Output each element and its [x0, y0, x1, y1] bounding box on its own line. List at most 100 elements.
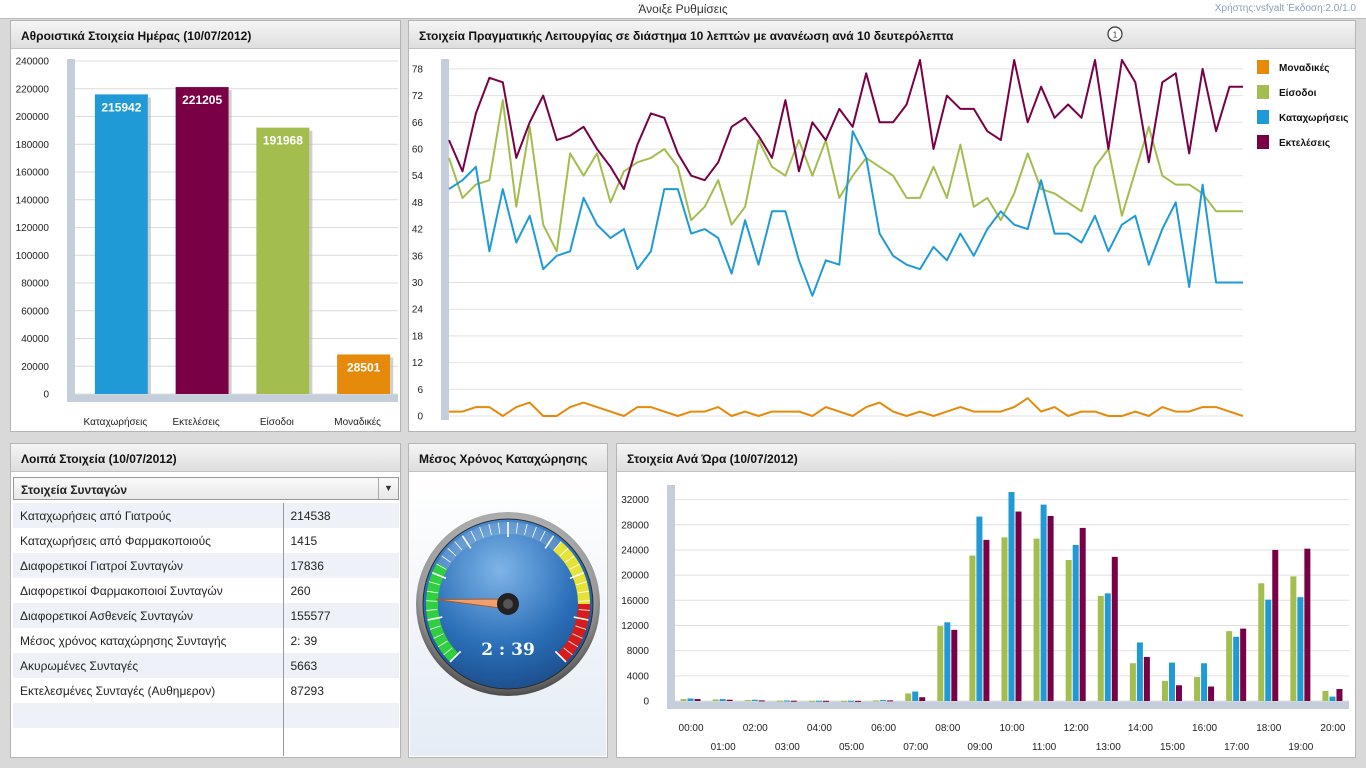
stat-value: 260 — [283, 578, 399, 603]
gauge-tick — [575, 625, 587, 630]
bar-2 — [175, 87, 229, 394]
bar-Εκτελέσεις-13:00 — [1111, 556, 1118, 701]
gauge-tick — [515, 522, 519, 534]
bar-Καταχωρήσεις-08:00 — [944, 622, 951, 701]
y-tick-label: 200000 — [16, 112, 50, 123]
gauge-tick — [436, 563, 447, 570]
x-tick-label: 03:00 — [775, 742, 800, 753]
gauge-tick — [532, 526, 537, 538]
bar-Είσοδοι-16:00 — [1194, 677, 1201, 701]
x-tick-label: 13:00 — [1096, 742, 1121, 753]
table-row: Ακυρωμένες Συνταγές 5663 — [13, 653, 399, 678]
bar-Εκτελέσεις-15:00 — [1175, 685, 1182, 701]
stat-value: 2: 39 — [283, 628, 399, 653]
bar-3 — [256, 127, 310, 394]
realtime-panel: Στοιχεία Πραγματικής Λειτουργίας σε διάσ… — [408, 20, 1356, 432]
gauge-tick — [565, 555, 575, 563]
x-tick-label: 09:00 — [967, 742, 992, 753]
bar-Εκτελέσεις-10:00 — [1015, 511, 1022, 701]
bar-Καταχωρήσεις-13:00 — [1104, 593, 1111, 701]
gauge-tick — [553, 541, 562, 551]
gauge-tick — [441, 555, 451, 563]
gauge-tick — [576, 581, 588, 586]
y-tick-label: 0 — [417, 412, 423, 423]
bar-Εκτελέσεις-09:00 — [983, 539, 990, 701]
x-tick-label: 12:00 — [1064, 723, 1089, 734]
y-tick-label: 180000 — [16, 140, 50, 151]
bar-Καταχωρήσεις-03:00 — [783, 700, 790, 702]
legend-swatch — [1257, 135, 1269, 149]
y-tick-label: 20000 — [21, 362, 49, 373]
bar-1 — [94, 94, 148, 394]
stat-label: Διαφορετικοί Γιατροί Συνταγών — [13, 553, 284, 578]
bar-Είσοδοι-03:00 — [776, 700, 783, 702]
bar-Είσοδοι-15:00 — [1161, 680, 1168, 701]
bar-shadow — [309, 130, 313, 394]
table-row: Καταχωρήσεις από Φαρμακοποιούς 1415 — [13, 528, 399, 553]
y-tick-label: 60 — [412, 145, 424, 156]
axis-wall — [67, 59, 75, 402]
x-tick-label: 00:00 — [679, 723, 704, 734]
bar-Εκτελέσεις-07:00 — [919, 697, 926, 701]
clock-info-icon[interactable]: 1 — [1106, 25, 1124, 43]
stat-value: 5663 — [283, 653, 399, 678]
gauge-hub-center — [503, 599, 513, 609]
y-tick-label: 0 — [43, 390, 49, 401]
table-row: Διαφορετικοί Γιατροί Συνταγών 17836 — [13, 553, 399, 578]
bar-Εκτελέσεις-18:00 — [1272, 549, 1279, 701]
bar-Εκτελέσεις-11:00 — [1047, 515, 1054, 701]
bar-Εκτελέσεις-08:00 — [951, 629, 958, 701]
x-category-label: Μοναδικές — [334, 416, 381, 428]
stat-label: Ακυρωμένες Συνταγές — [13, 653, 284, 678]
bar-Είσοδοι-04:00 — [808, 700, 815, 702]
y-tick-label: 12000 — [621, 621, 649, 632]
y-tick-label: 40000 — [21, 334, 49, 345]
bar-Εκτελέσεις-06:00 — [887, 700, 894, 702]
bar-Είσοδοι-14:00 — [1129, 663, 1136, 701]
gauge-tick — [447, 548, 457, 557]
bar-Εκτελέσεις-04:00 — [822, 700, 829, 702]
stats-category-dropdown[interactable]: Στοιχεία Συνταγών ▼ — [13, 477, 399, 500]
gauge-tick — [429, 625, 441, 630]
open-settings-link[interactable]: Άνοιξε Ρυθμίσεις — [638, 2, 728, 16]
bar-Καταχωρήσεις-20:00 — [1329, 696, 1336, 701]
gauge-tick — [578, 609, 590, 611]
daily-totals-chart: 0 20000 40000 60000 80000 100000 120000 140000 1… — [16, 57, 398, 428]
gauge-band — [426, 563, 459, 662]
gauge-tick — [569, 563, 580, 570]
bar-Καταχωρήσεις-11:00 — [1040, 504, 1047, 701]
bar-Καταχωρήσεις-10:00 — [1008, 492, 1015, 701]
y-tick-label: 0 — [643, 697, 649, 708]
bar-value-label: 221205 — [182, 93, 222, 107]
bar-shadow — [228, 90, 232, 394]
gauge-band — [552, 541, 590, 605]
y-tick-label: 12 — [412, 358, 424, 369]
y-tick-label: 220000 — [16, 84, 50, 95]
gauge-tick — [428, 581, 440, 586]
y-tick-label: 42 — [412, 225, 424, 236]
bar-Εκτελέσεις-14:00 — [1143, 656, 1150, 701]
gauge-tick — [568, 640, 579, 648]
gauge-tick — [461, 535, 472, 549]
y-tick-label: 8000 — [627, 646, 650, 657]
x-tick-label: 20:00 — [1320, 723, 1345, 734]
bar-Εκτελέσεις-05:00 — [855, 700, 862, 702]
y-tick-label: 72 — [412, 91, 424, 102]
bar-Είσοδοι-05:00 — [841, 700, 848, 702]
bar-Είσοδοι-09:00 — [969, 555, 976, 701]
panel-title: Λοιπά Στοιχεία (10/07/2012) — [11, 444, 400, 472]
x-tick-label: 01:00 — [711, 742, 736, 753]
table-row: Διαφορετικοί Φαρμακοποιοί Συνταγών 260 — [13, 578, 399, 603]
bar-Καταχωρήσεις-05:00 — [848, 700, 855, 702]
legend-label: Είσοδοι — [1279, 88, 1317, 99]
y-tick-label: 54 — [412, 171, 424, 182]
panel-title: Αθροιστικά Στοιχεία Ημέρας (10/07/2012) — [11, 21, 400, 49]
x-tick-label: 15:00 — [1160, 742, 1185, 753]
gauge-tick — [554, 650, 567, 663]
bar-Εκτελέσεις-19:00 — [1304, 548, 1311, 701]
chevron-down-icon[interactable]: ▼ — [378, 478, 398, 499]
y-tick-label: 100000 — [16, 251, 50, 262]
bar-Είσοδοι-20:00 — [1322, 690, 1329, 701]
gauge-tick — [544, 535, 555, 549]
user-version-info: Χρήστης:vsfyalt Έκδοση:2.0/1.0 — [1214, 3, 1356, 14]
